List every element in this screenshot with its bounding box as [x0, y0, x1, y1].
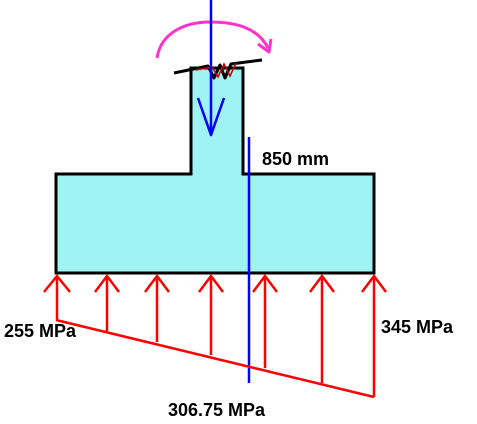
pressure-arrow: [252, 274, 278, 368]
pressure-arrow: [309, 274, 335, 383]
dimension-label: 850 mm: [262, 149, 329, 169]
pressure-left-label: 255 MPa: [4, 321, 77, 341]
pressure-base-line: [55, 318, 375, 399]
pressure-arrow: [94, 274, 120, 331]
moment-arrow-icon: [155, 20, 273, 59]
pressure-right-label: 345 MPa: [381, 317, 454, 337]
pressure-arrow: [43, 274, 71, 320]
pressure-arrow: [361, 274, 387, 397]
pressure-arrow: [198, 274, 224, 355]
break-line-icon: [173, 58, 263, 80]
pressure-arrow: [144, 274, 170, 342]
footing-body: [54, 66, 376, 275]
load-arrow-icon: [196, 0, 226, 137]
pressure-mid-label: 306.75 MPa: [168, 400, 266, 420]
